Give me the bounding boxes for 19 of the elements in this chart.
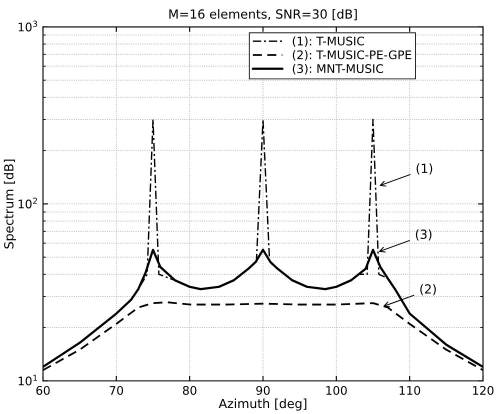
annotation: (1) xyxy=(416,163,432,175)
x-tick-label: 110 xyxy=(400,386,420,395)
x-tick-label: 90 xyxy=(256,386,270,395)
x-tick-label: 100 xyxy=(326,386,347,395)
chart-title: M=16 elements, SNR=30 [dB] xyxy=(169,9,357,20)
y-axis-title: Spectrum [dB] xyxy=(4,160,16,248)
legend-label: (3): MNT-MUSIC xyxy=(292,64,384,74)
x-tick-label: 60 xyxy=(36,386,50,395)
x-axis-title: Azimuth [deg] xyxy=(218,398,306,411)
y-tick-label: 10$^{1}$ xyxy=(18,374,37,386)
legend-label: (2): T-MUSIC-PE-GPE xyxy=(292,50,412,61)
legend-label: (1): T-MUSIC xyxy=(292,36,364,47)
annotation: (3) xyxy=(416,229,432,240)
annotation: (2) xyxy=(420,284,436,296)
x-tick-label: 80 xyxy=(182,386,196,395)
y-tick-label: 10$^{2}$ xyxy=(18,198,37,208)
y-tick-label: 10$^{3}$ xyxy=(18,20,38,32)
x-tick-label: 70 xyxy=(110,386,124,395)
x-tick-label: 120 xyxy=(473,386,494,395)
